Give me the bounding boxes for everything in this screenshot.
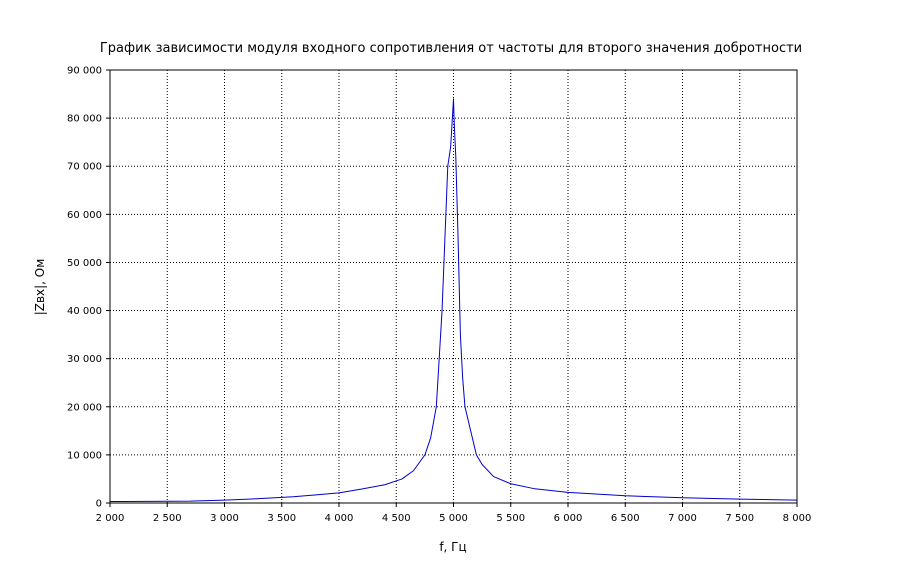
x-axis-label: f, Гц (439, 540, 466, 554)
impedance-series-line (109, 98, 798, 503)
x-tick-label: 8 000 (783, 513, 812, 524)
series-layer (109, 98, 798, 503)
x-tick-label: 4 500 (382, 513, 411, 524)
x-tick-label: 7 500 (725, 513, 754, 524)
y-tick-label: 40 000 (67, 306, 102, 317)
y-tick-label: 70 000 (67, 162, 102, 173)
grid (110, 70, 797, 503)
y-tick-label: 80 000 (67, 114, 102, 125)
ticks: 2 000 2 500 3 000 3 500 4 000 4 500 5 000 5 500… (67, 66, 811, 525)
y-tick-label: 50 000 (67, 258, 102, 269)
x-tick-label: 3 500 (267, 513, 296, 524)
x-tick-label: 7 000 (668, 513, 697, 524)
x-tick-label: 6 000 (554, 513, 583, 524)
x-tick-label: 5 500 (496, 513, 525, 524)
chart-title: График зависимости модуля входного сопро… (100, 41, 802, 56)
y-tick-label: 0 (96, 499, 102, 510)
y-axis-label: |Zвх|, Ом (33, 259, 47, 316)
x-tick-label: 2 000 (96, 513, 125, 524)
y-tick-label: 30 000 (67, 354, 102, 365)
x-tick-label: 2 500 (153, 513, 182, 524)
y-tick-label: 60 000 (67, 210, 102, 221)
plot-frame (109, 69, 798, 504)
x-tick-label: 4 000 (325, 513, 354, 524)
y-tick-label: 10 000 (67, 450, 102, 461)
y-tick-label: 90 000 (67, 66, 102, 77)
x-tick-label: 5 000 (439, 513, 468, 524)
x-tick-label: 3 000 (210, 513, 239, 524)
y-tick-label: 20 000 (67, 402, 102, 413)
x-tick-label: 6 500 (611, 513, 640, 524)
